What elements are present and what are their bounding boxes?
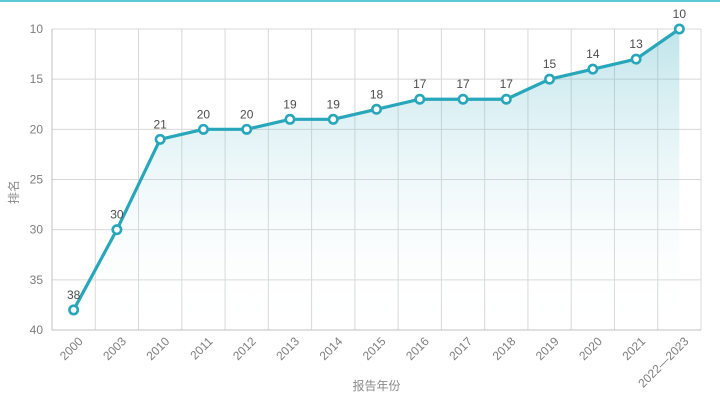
x-tick-label: 2003 <box>100 334 129 363</box>
x-tick-label: 2017 <box>446 334 475 363</box>
data-label: 14 <box>586 47 600 61</box>
x-tick-label: 2015 <box>360 334 389 363</box>
data-label: 13 <box>629 37 643 51</box>
x-tick-label: 2016 <box>403 334 432 363</box>
x-tick-label: 2012 <box>230 334 259 363</box>
data-point-2000[interactable] <box>68 304 80 316</box>
data-label: 30 <box>110 208 124 222</box>
data-point-2022—2023[interactable] <box>673 23 685 35</box>
data-label: 19 <box>283 97 297 111</box>
x-tick-label: 2000 <box>57 334 86 363</box>
top-accent-bar <box>0 0 720 2</box>
x-tick-label: 2018 <box>490 334 519 363</box>
data-point-2017[interactable] <box>457 93 469 105</box>
data-point-2019[interactable] <box>544 73 556 85</box>
data-label: 19 <box>327 97 341 111</box>
data-label: 21 <box>153 117 167 131</box>
x-tick-label: 2019 <box>533 334 562 363</box>
data-label: 20 <box>197 107 211 121</box>
data-label: 17 <box>500 77 514 91</box>
y-tick-label: 20 <box>30 122 44 136</box>
x-tick-label: 2011 <box>187 334 215 362</box>
data-label: 38 <box>67 288 81 302</box>
area-fill <box>73 29 680 330</box>
data-point-2015[interactable] <box>370 103 382 115</box>
data-point-2011[interactable] <box>197 123 209 135</box>
y-axis-title: 排名 <box>7 180 21 205</box>
x-tick-label: 2021 <box>619 334 648 363</box>
data-label: 18 <box>370 87 384 101</box>
y-tick-label: 10 <box>30 22 44 36</box>
y-tick-label: 30 <box>30 223 44 237</box>
x-tick-label: 2013 <box>273 334 302 363</box>
data-point-2020[interactable] <box>587 63 599 75</box>
data-point-2018[interactable] <box>500 93 512 105</box>
data-label: 17 <box>413 77 427 91</box>
y-tick-label: 25 <box>30 173 44 187</box>
x-tick-label: 2010 <box>144 334 173 363</box>
x-axis-title: 报告年份 <box>352 379 401 393</box>
y-tick-label: 40 <box>30 323 44 337</box>
y-tick-label: 35 <box>30 273 44 287</box>
data-point-2003[interactable] <box>111 224 123 236</box>
x-tick-label: 2020 <box>576 334 605 363</box>
data-point-2016[interactable] <box>414 93 426 105</box>
data-label: 15 <box>543 57 557 71</box>
data-label: 20 <box>240 107 254 121</box>
data-point-2013[interactable] <box>284 113 296 125</box>
y-tick-label: 15 <box>30 72 44 86</box>
data-label: 17 <box>456 77 470 91</box>
data-point-2012[interactable] <box>241 123 253 135</box>
data-point-2014[interactable] <box>327 113 339 125</box>
data-point-2010[interactable] <box>154 133 166 145</box>
data-label: 10 <box>673 7 687 21</box>
data-point-2021[interactable] <box>630 53 642 65</box>
x-tick-label: 2014 <box>317 334 346 363</box>
